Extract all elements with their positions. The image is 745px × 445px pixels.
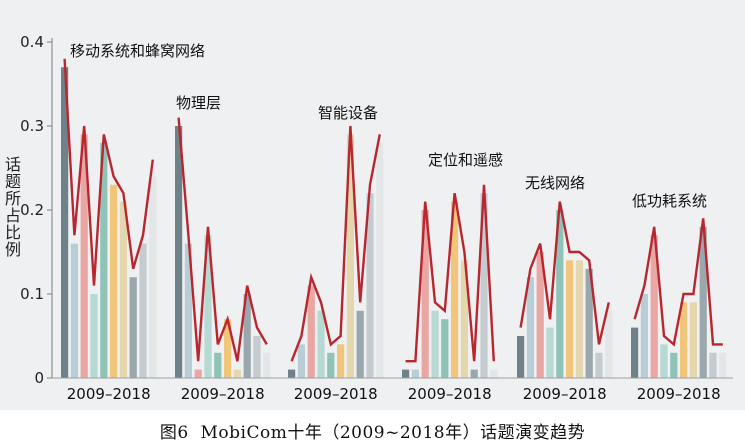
- bar: [149, 176, 157, 378]
- group-label: 无线网络: [525, 174, 585, 192]
- x-group-label: 2009–2018: [523, 385, 607, 403]
- bar: [517, 336, 525, 378]
- bar: [70, 243, 78, 378]
- trend-line: [63, 58, 154, 286]
- y-tick-label: 0.1: [20, 285, 44, 303]
- bar: [605, 310, 613, 378]
- bar: [460, 260, 468, 378]
- bar: [376, 142, 384, 378]
- caption-label: 图6: [159, 423, 189, 443]
- x-group-label: 2009–2018: [67, 385, 151, 403]
- bar: [263, 352, 271, 378]
- x-group-label: 2009–2018: [637, 385, 721, 403]
- group-label: 移动系统和蜂窝网络: [70, 42, 205, 60]
- bar: [214, 352, 222, 378]
- trend-line: [290, 125, 381, 362]
- bar: [631, 327, 639, 378]
- y-tick-label: 0.3: [20, 117, 44, 135]
- bar: [175, 126, 183, 378]
- bar: [110, 184, 118, 378]
- bar: [90, 294, 98, 378]
- bar: [680, 302, 688, 378]
- x-group-label: 2009–2018: [408, 385, 492, 403]
- group-label: 低功耗系统: [632, 192, 707, 210]
- bar: [346, 134, 354, 378]
- bar: [337, 344, 345, 378]
- bar: [470, 369, 478, 378]
- bar: [451, 201, 459, 378]
- bar: [526, 277, 534, 378]
- bar: [243, 294, 251, 378]
- bar: [585, 268, 593, 378]
- bar: [100, 142, 108, 378]
- bar: [194, 369, 202, 378]
- bar: [480, 193, 488, 378]
- trend-line: [177, 117, 268, 362]
- bar: [288, 369, 296, 378]
- bar: [556, 210, 564, 378]
- bar: [327, 352, 335, 378]
- bar: [421, 210, 429, 378]
- bar: [366, 193, 374, 378]
- bar: [595, 352, 603, 378]
- bar: [253, 336, 261, 378]
- bar: [536, 252, 544, 378]
- bar: [402, 369, 410, 378]
- figure-caption: 图6 MobiCom十年（2009~2018年）话题演变趋势: [0, 418, 745, 443]
- bar: [640, 294, 648, 378]
- bar: [566, 260, 574, 378]
- x-group-label: 2009–2018: [181, 385, 265, 403]
- group-label: 物理层: [176, 94, 221, 112]
- bar: [129, 277, 137, 378]
- bar: [719, 352, 727, 378]
- trend-line: [519, 201, 610, 345]
- y-tick-label: 0.4: [20, 33, 44, 51]
- bar: [490, 369, 498, 378]
- bar: [441, 319, 449, 378]
- bar: [80, 134, 88, 378]
- y-tick-label: 0: [34, 369, 44, 387]
- bar: [411, 369, 419, 378]
- bar: [224, 319, 232, 378]
- bar: [317, 310, 325, 378]
- x-group-label: 2009–2018: [294, 385, 378, 403]
- trend-line: [405, 184, 495, 363]
- bar: [670, 352, 678, 378]
- bar: [204, 235, 212, 378]
- caption-text: MobiCom十年（2009~2018年）话题演变趋势: [200, 423, 586, 443]
- bar: [356, 310, 364, 378]
- y-tick-label: 0.2: [20, 201, 44, 219]
- bar: [297, 344, 305, 378]
- group-label: 定位和遥感: [428, 151, 503, 169]
- group-label: 智能设备: [318, 104, 378, 122]
- trend-line: [633, 218, 723, 347]
- bar: [699, 226, 707, 378]
- chart-panel: 0 0.1 0.2 0.3 0.4 话题所占比例 移动系统和蜂窝网络 2009–2018 物理层…: [0, 0, 745, 410]
- bar: [307, 285, 315, 378]
- bar: [575, 260, 583, 378]
- bar: [650, 235, 658, 378]
- bar: [61, 67, 69, 378]
- bar: [431, 310, 439, 378]
- bar: [660, 344, 668, 378]
- topic-trend-chart: 0 0.1 0.2 0.3 0.4 话题所占比例 移动系统和蜂窝网络 2009–2018 物理层…: [5, 33, 733, 403]
- bar: [546, 327, 554, 378]
- bar: [709, 352, 717, 378]
- bar: [119, 201, 127, 378]
- y-axis-title: 话题所占比例: [5, 155, 21, 259]
- bar: [139, 243, 147, 378]
- bar: [689, 302, 697, 378]
- bar: [233, 369, 241, 378]
- bar: [184, 243, 192, 378]
